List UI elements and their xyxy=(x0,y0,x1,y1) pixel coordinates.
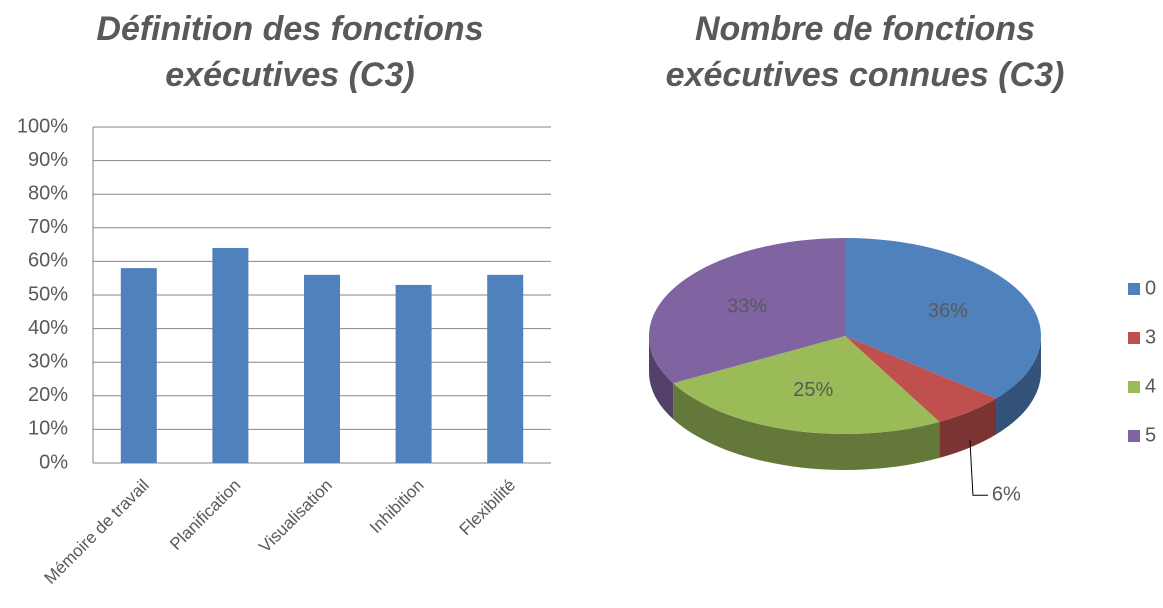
data-label: 36% xyxy=(928,300,968,322)
pie-slice xyxy=(845,336,997,422)
bar xyxy=(487,274,524,463)
x-tick-label: Mémoire de travail xyxy=(40,476,152,588)
pie-side xyxy=(649,336,674,420)
y-tick-label: 50% xyxy=(28,283,68,305)
legend-label: 3 xyxy=(1145,326,1156,348)
data-label: 6% xyxy=(992,484,1021,506)
y-tick-label: 30% xyxy=(28,350,68,372)
x-tick-label: Planification xyxy=(166,476,244,554)
pie-title: Nombre de fonctions exécutives connues (… xyxy=(665,10,1065,94)
pie-side xyxy=(939,398,997,458)
pie-slice xyxy=(845,238,1041,399)
pie-slice xyxy=(649,238,845,384)
legend-swatch xyxy=(1128,332,1140,344)
x-tick-label: Inhibition xyxy=(366,476,428,538)
bar-title: Définition des fonctions exécutives (C3) xyxy=(96,10,484,94)
legend-label: 5 xyxy=(1145,424,1156,446)
bar xyxy=(120,268,157,463)
legend-swatch xyxy=(1128,430,1140,442)
x-tick-label: Visualisation xyxy=(255,476,336,557)
y-tick-label: 60% xyxy=(28,250,68,272)
legend-label: 4 xyxy=(1145,375,1156,397)
y-tick-label: 90% xyxy=(28,149,68,171)
legend-swatch xyxy=(1128,381,1140,393)
legend-label: 0 xyxy=(1145,277,1156,299)
legend-swatch xyxy=(1128,283,1140,295)
pie-side xyxy=(673,383,940,470)
y-tick-label: 70% xyxy=(28,216,68,238)
y-tick-label: 80% xyxy=(28,182,68,204)
data-label: 25% xyxy=(793,379,833,401)
leader-line xyxy=(969,440,988,496)
bar xyxy=(212,247,249,463)
y-tick-label: 10% xyxy=(28,418,68,440)
bar xyxy=(304,274,340,463)
bar xyxy=(395,284,432,463)
y-tick-label: 0% xyxy=(39,451,68,473)
data-label: 33% xyxy=(727,295,767,317)
y-tick-label: 40% xyxy=(28,317,68,339)
y-tick-label: 20% xyxy=(28,384,68,406)
pie-slice xyxy=(673,336,940,434)
x-tick-label: Flexibilité xyxy=(456,476,520,540)
pie-side xyxy=(996,336,1041,435)
y-tick-label: 100% xyxy=(17,115,68,137)
